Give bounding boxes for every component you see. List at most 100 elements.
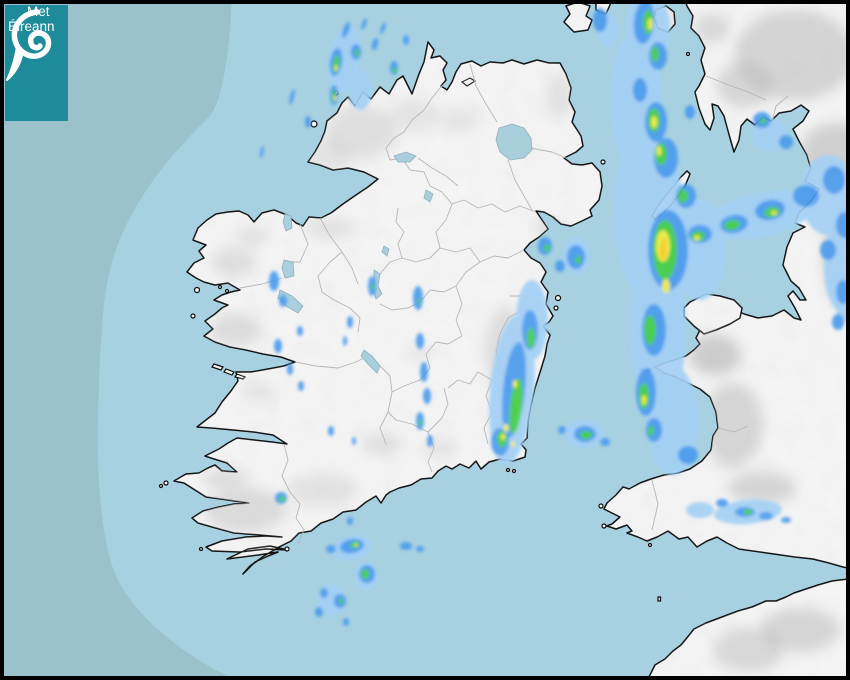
radar-cell bbox=[513, 380, 517, 388]
radar-cell bbox=[361, 18, 367, 30]
lake bbox=[495, 123, 533, 161]
radar-cell bbox=[355, 49, 359, 57]
radar-cell bbox=[418, 419, 422, 425]
radar-cell bbox=[580, 431, 592, 439]
radar-cell bbox=[567, 245, 585, 269]
radar-cell bbox=[511, 441, 515, 447]
radar-cell bbox=[297, 326, 303, 336]
lake bbox=[282, 213, 293, 232]
radar-cell bbox=[328, 426, 334, 436]
radar-cell bbox=[633, 78, 647, 102]
radar-cell bbox=[503, 424, 509, 432]
radar-cell bbox=[333, 95, 337, 101]
radar-cell bbox=[647, 18, 653, 30]
radar-cell bbox=[651, 116, 657, 128]
radar-cell bbox=[760, 118, 766, 124]
radar-cell bbox=[279, 496, 285, 502]
radar-cell bbox=[600, 438, 610, 446]
radar-cell bbox=[326, 545, 336, 553]
radar-cell bbox=[744, 509, 752, 515]
radar-cell bbox=[342, 22, 350, 38]
radar-cell bbox=[646, 418, 662, 442]
met-eireann-spiral-icon bbox=[6, 9, 52, 81]
radar-cell bbox=[686, 502, 714, 518]
radar-cell bbox=[661, 238, 667, 246]
radar-cell bbox=[393, 67, 397, 73]
radar-cell bbox=[305, 116, 311, 128]
lake bbox=[281, 259, 295, 279]
radar-cell bbox=[348, 70, 372, 110]
lake bbox=[360, 349, 381, 374]
radar-cell bbox=[347, 316, 353, 328]
radar-cell bbox=[279, 295, 287, 307]
radar-cell bbox=[820, 240, 836, 260]
radar-cell bbox=[315, 607, 323, 617]
radar-precipitation-layer bbox=[260, 0, 850, 626]
radar-cell bbox=[371, 38, 379, 50]
radar-cell bbox=[320, 588, 328, 598]
radar-cell bbox=[656, 146, 662, 156]
lakes bbox=[277, 123, 533, 374]
radar-cell bbox=[298, 381, 304, 391]
radar-cell bbox=[527, 328, 535, 348]
radar-cell bbox=[361, 569, 369, 579]
radar-cell bbox=[417, 298, 421, 304]
radar-cell bbox=[343, 618, 349, 626]
radar-cell bbox=[260, 146, 264, 158]
radar-cell bbox=[501, 434, 505, 440]
radar-cell bbox=[403, 35, 409, 45]
radar-cell bbox=[427, 435, 433, 447]
radar-cell bbox=[334, 65, 338, 71]
radar-cell bbox=[648, 426, 654, 436]
radar-cell bbox=[269, 271, 279, 291]
radar-cell bbox=[416, 546, 424, 552]
radar-cell bbox=[274, 339, 282, 353]
radar-cell bbox=[416, 333, 424, 349]
radar-cell bbox=[641, 395, 647, 405]
radar-cell bbox=[832, 314, 844, 330]
radar-cell bbox=[678, 446, 698, 464]
radar-cell bbox=[347, 517, 353, 525]
radar-cell bbox=[339, 598, 343, 604]
radar-cell bbox=[287, 363, 293, 375]
radar-cell bbox=[544, 244, 550, 252]
radar-cell bbox=[352, 437, 356, 445]
radar-cell bbox=[420, 362, 428, 382]
radar-cell bbox=[354, 543, 358, 547]
radar-cell bbox=[724, 219, 740, 231]
radar-cell bbox=[651, 46, 659, 62]
radar-cell bbox=[509, 378, 523, 434]
radar-cell bbox=[371, 284, 375, 290]
radar-cell bbox=[614, 104, 630, 136]
radar-cell bbox=[793, 185, 819, 207]
radar-cell bbox=[678, 189, 688, 203]
radar-cell bbox=[781, 517, 791, 523]
radar-cell bbox=[771, 211, 777, 215]
radar-cell bbox=[343, 336, 347, 346]
radar-cell bbox=[716, 499, 728, 507]
radar-cell bbox=[759, 512, 773, 520]
radar-cell bbox=[836, 280, 850, 304]
radar-cell bbox=[400, 542, 412, 550]
radar-cell bbox=[659, 244, 667, 260]
radar-cell bbox=[685, 105, 695, 119]
radar-cell bbox=[332, 55, 340, 73]
lake bbox=[393, 151, 417, 163]
radar-cell bbox=[423, 388, 431, 404]
radar-cell bbox=[575, 256, 581, 264]
radar-cell bbox=[593, 8, 607, 32]
radar-cell bbox=[413, 286, 423, 310]
radar-cell bbox=[779, 135, 793, 149]
radar-cell bbox=[558, 426, 566, 434]
radar-cell bbox=[644, 315, 656, 345]
lake bbox=[423, 189, 434, 203]
radar-cell bbox=[555, 260, 565, 272]
met-eireann-logo: Met Éireann bbox=[5, 5, 68, 121]
radar-cell bbox=[694, 235, 700, 241]
radar-cell bbox=[380, 22, 386, 34]
radar-cell bbox=[662, 279, 670, 293]
radar-cell bbox=[289, 89, 295, 105]
radar-cell bbox=[823, 166, 845, 194]
